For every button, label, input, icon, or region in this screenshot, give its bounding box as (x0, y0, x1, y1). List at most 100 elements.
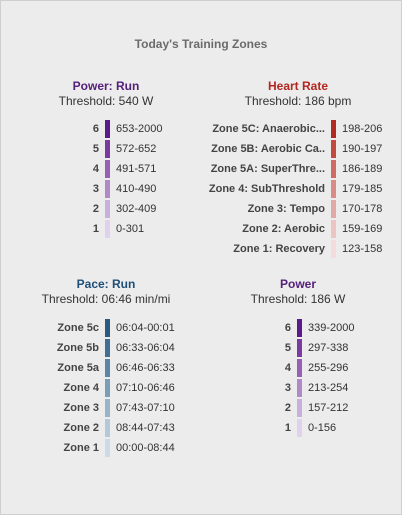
zone-row: 5 572-652 (11, 140, 201, 160)
zone-row: 2 157-212 (203, 399, 393, 419)
zone-row: 5 297-338 (203, 339, 393, 359)
zone-row: Zone 5A: SuperThre... 186-189 (203, 160, 393, 180)
zone-color-bar (331, 160, 336, 178)
zone-row: Zone 2: Aerobic 159-169 (203, 220, 393, 240)
panel-title: Pace: Run (76, 277, 136, 291)
zone-row: 4 255-296 (203, 359, 393, 379)
zone-range: 06:04-00:01 (116, 322, 175, 334)
zone-range: 07:43-07:10 (116, 402, 175, 414)
zone-range: 00:00-08:44 (116, 442, 175, 454)
zone-color-bar (105, 319, 110, 337)
zone-row: Zone 1 00:00-08:44 (11, 439, 201, 459)
zone-label: Zone 5c (57, 322, 99, 334)
zone-range: 07:10-06:46 (116, 382, 175, 394)
zone-label: 6 (284, 322, 291, 334)
zone-label: Zone 3: Tempo (247, 203, 325, 215)
zone-row: Zone 5C: Anaerobic... 198-206 (203, 120, 393, 140)
zone-row: Zone 3 07:43-07:10 (11, 399, 201, 419)
zone-color-bar (105, 120, 110, 138)
zone-label: Zone 5B: Aerobic Ca.. (211, 143, 325, 155)
zone-color-bar (331, 220, 336, 238)
zone-label: 3 (284, 382, 291, 394)
zone-range: 653-2000 (116, 123, 163, 135)
zone-range: 198-206 (342, 123, 383, 135)
zone-range: 0-301 (116, 223, 145, 235)
zone-range: 157-212 (308, 402, 349, 414)
zone-label: Zone 5A: SuperThre... (210, 163, 325, 175)
zone-label: 1 (284, 422, 291, 434)
panel-title: Heart Rate (267, 79, 329, 93)
threshold: Threshold: 186 bpm (244, 94, 352, 108)
page-title: Today's Training Zones (134, 37, 268, 51)
zone-row: Zone 4 07:10-06:46 (11, 379, 201, 399)
zone-row: Zone 3: Tempo 170-178 (203, 200, 393, 220)
zone-range: 179-185 (342, 183, 383, 195)
zone-range: 159-169 (342, 223, 383, 235)
zone-range: 190-197 (342, 143, 383, 155)
zone-label: 5 (284, 342, 291, 354)
zone-range: 410-490 (116, 183, 157, 195)
zone-color-bar (331, 200, 336, 218)
zone-range: 06:33-06:04 (116, 342, 175, 354)
zone-row: 6 339-2000 (203, 319, 393, 339)
zone-color-bar (105, 359, 110, 377)
zone-panel: Power: Run Threshold: 540 W (11, 79, 201, 109)
zone-label: 5 (92, 143, 99, 155)
zone-row: 3 213-254 (203, 379, 393, 399)
zone-label: Zone 5b (56, 342, 99, 354)
zone-label: Zone 1 (63, 442, 99, 454)
zone-panel: Power Threshold: 186 W (203, 277, 393, 307)
zone-label: 4 (284, 362, 291, 374)
zone-row: Zone 5c 06:04-00:01 (11, 319, 201, 339)
zone-color-bar (331, 180, 336, 198)
zone-color-bar (105, 160, 110, 178)
zone-label: Zone 3 (63, 402, 99, 414)
zone-range: 255-296 (308, 362, 349, 374)
zone-range: 06:46-06:33 (116, 362, 175, 374)
zone-color-bar (105, 180, 110, 198)
zone-range: 297-338 (308, 342, 349, 354)
zone-row: 2 302-409 (11, 200, 201, 220)
zone-color-bar (297, 399, 302, 417)
zone-row: Zone 2 08:44-07:43 (11, 419, 201, 439)
zone-label: Zone 4 (63, 382, 99, 394)
panel-title: Power (279, 277, 316, 291)
zone-color-bar (105, 419, 110, 437)
zone-label: Zone 5a (57, 362, 99, 374)
zone-color-bar (331, 140, 336, 158)
zone-label: 2 (92, 203, 99, 215)
threshold: Threshold: 186 W (250, 292, 346, 306)
zone-row: Zone 5a 06:46-06:33 (11, 359, 201, 379)
zone-color-bar (331, 120, 336, 138)
zone-range: 08:44-07:43 (116, 422, 175, 434)
zone-row: Zone 4: SubThreshold 179-185 (203, 180, 393, 200)
zone-label: Zone 5C: Anaerobic... (212, 123, 325, 135)
zone-row: 1 0-301 (11, 220, 201, 240)
threshold: Threshold: 540 W (58, 94, 154, 108)
zone-range: 170-178 (342, 203, 383, 215)
zone-panel: Pace: Run Threshold: 06:46 min/mi (11, 277, 201, 307)
panel-title: Power: Run (72, 79, 140, 93)
zone-range: 572-652 (116, 143, 157, 155)
zone-label: Zone 4: SubThreshold (208, 183, 325, 195)
zone-row: 6 653-2000 (11, 120, 201, 140)
zone-range: 186-189 (342, 163, 383, 175)
zone-row: Zone 5B: Aerobic Ca.. 190-197 (203, 140, 393, 160)
zone-label: 1 (92, 223, 99, 235)
zone-row: 4 491-571 (11, 160, 201, 180)
zone-color-bar (331, 240, 336, 258)
zone-color-bar (297, 419, 302, 437)
zone-color-bar (297, 319, 302, 337)
zone-row: 1 0-156 (203, 419, 393, 439)
zone-color-bar (105, 200, 110, 218)
zone-row: Zone 5b 06:33-06:04 (11, 339, 201, 359)
zone-label: Zone 1: Recovery (233, 243, 325, 255)
zone-range: 213-254 (308, 382, 349, 394)
zone-color-bar (105, 439, 110, 457)
zone-range: 491-571 (116, 163, 157, 175)
zone-range: 302-409 (116, 203, 157, 215)
zone-color-bar (105, 140, 110, 158)
zone-color-bar (105, 399, 110, 417)
zone-color-bar (297, 339, 302, 357)
